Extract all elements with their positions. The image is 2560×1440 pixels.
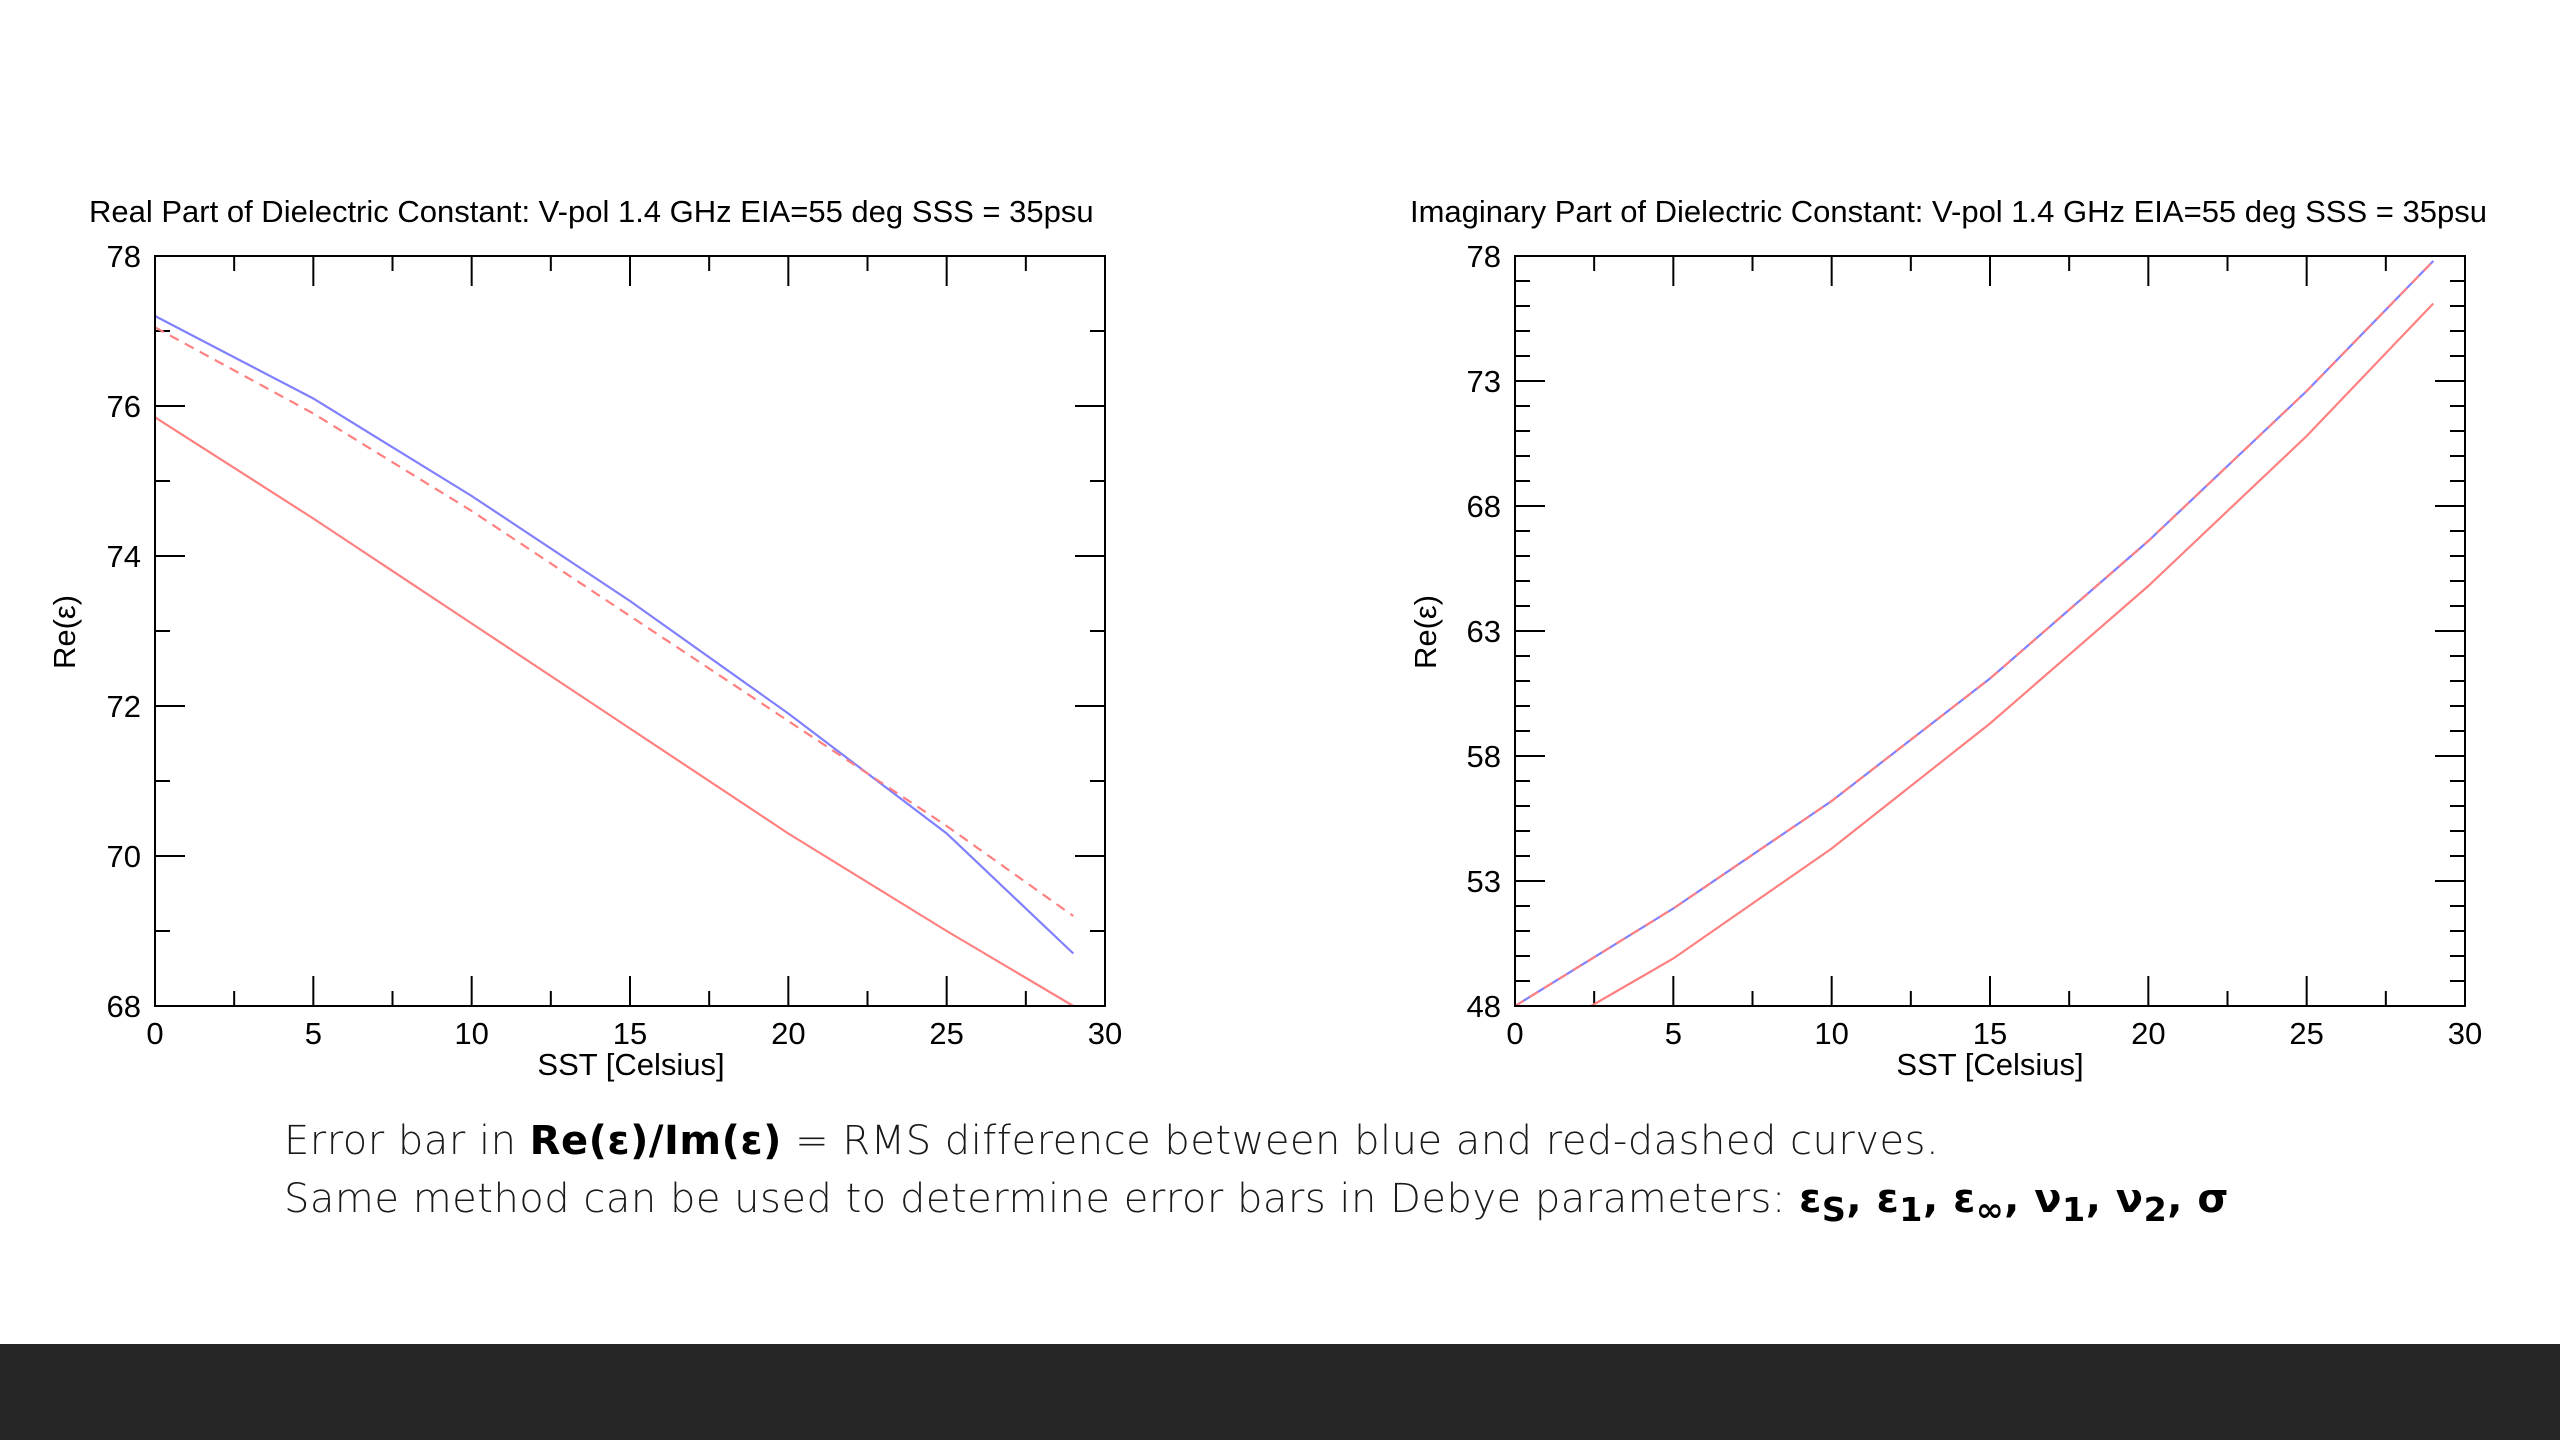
series-layer xyxy=(154,315,1075,1007)
ticks xyxy=(1514,255,2466,1007)
tick-labels: 0 5 10 15 20 25 30 48 53 58 63 68 73 78 xyxy=(1467,239,2483,1051)
x-tick-label: 25 xyxy=(2289,1016,2323,1051)
x-tick-label: 10 xyxy=(454,1016,488,1051)
y-tick-label: 73 xyxy=(1467,364,1501,399)
x-tick-label: 30 xyxy=(1088,1016,1122,1051)
plot-frame xyxy=(1514,255,2466,1007)
x-tick-label: 20 xyxy=(2131,1016,2165,1051)
x-tick-label: 30 xyxy=(2448,1016,2482,1051)
x-tick-label: 0 xyxy=(1506,1016,1523,1051)
series-line-0 xyxy=(154,315,1075,955)
y-tick-label: 58 xyxy=(1467,739,1501,774)
x-tick-label: 10 xyxy=(1814,1016,1848,1051)
x-tick-label: 25 xyxy=(929,1016,963,1051)
series-line-0 xyxy=(1514,260,2435,1007)
y-tick-label: 63 xyxy=(1467,614,1501,649)
ticks xyxy=(154,255,1106,1007)
y-tick-label: 78 xyxy=(107,239,141,274)
y-tick-label: 70 xyxy=(107,839,141,874)
footer-bar xyxy=(0,1344,2560,1440)
series-line-2 xyxy=(154,416,1074,1007)
series-layer xyxy=(1514,260,2435,1007)
x-axis-label: SST [Celsius] xyxy=(537,1047,724,1082)
y-tick-label: 48 xyxy=(1467,989,1501,1024)
chart-title: Real Part of Dielectric Constant: V-pol … xyxy=(89,194,1094,229)
chart-title: Imaginary Part of Dielectric Constant: V… xyxy=(1410,194,2487,229)
y-tick-label: 68 xyxy=(1467,489,1501,524)
debye-parameter-list: εS, ε1, ε∞, ν1, ν2, σ xyxy=(1799,1176,2230,1229)
y-tick-label: 76 xyxy=(107,389,141,424)
x-tick-label: 5 xyxy=(1665,1016,1682,1051)
caption-line-1: Error bar in Re(ε)/Im(ε) = RMS differenc… xyxy=(284,1112,2284,1170)
y-tick-label: 72 xyxy=(107,689,141,724)
caption: Error bar in Re(ε)/Im(ε) = RMS differenc… xyxy=(284,1112,2284,1239)
chart-real-part: Real Part of Dielectric Constant: V-pol … xyxy=(47,194,1123,1082)
y-axis-label: Re(ε) xyxy=(1408,595,1443,669)
x-axis-label: SST [Celsius] xyxy=(1896,1047,2083,1082)
x-tick-label: 5 xyxy=(305,1016,322,1051)
plot-frame xyxy=(154,255,1106,1007)
series-line-dashed-1 xyxy=(1514,260,2435,1007)
caption-line-2: Same method can be used to determine err… xyxy=(284,1170,2284,1239)
y-tick-label: 74 xyxy=(107,539,141,574)
series-line-2 xyxy=(1590,302,2435,1007)
x-tick-label: 0 xyxy=(146,1016,163,1051)
caption-line-1-emphasis: Re(ε)/Im(ε) xyxy=(529,1118,782,1164)
y-tick-label: 78 xyxy=(1467,239,1501,274)
series-line-dashed-1 xyxy=(154,326,1074,917)
caption-line-2-prefix: Same method can be used to determine err… xyxy=(284,1176,1786,1222)
caption-line-1-suffix: = RMS difference between blue and red-da… xyxy=(795,1118,1940,1164)
y-axis-label: Re(ε) xyxy=(47,595,82,669)
x-tick-label: 15 xyxy=(1973,1016,2007,1051)
x-tick-label: 20 xyxy=(771,1016,805,1051)
y-tick-label: 53 xyxy=(1467,864,1501,899)
tick-labels: 0 5 10 15 20 25 30 68 70 72 74 76 78 xyxy=(107,239,1123,1051)
y-tick-label: 68 xyxy=(107,989,141,1024)
caption-line-1-prefix: Error bar in xyxy=(284,1118,517,1164)
x-tick-label: 15 xyxy=(613,1016,647,1051)
chart-imaginary-part: Imaginary Part of Dielectric Constant: V… xyxy=(1408,194,2487,1082)
